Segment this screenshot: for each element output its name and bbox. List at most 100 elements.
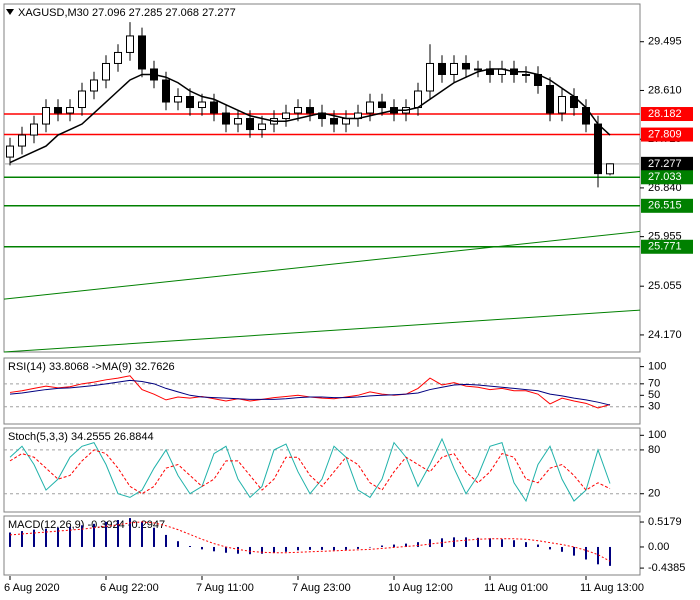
- candle-body: [42, 107, 50, 125]
- y-tick-label: -0.4385: [648, 562, 685, 574]
- histogram-bar: [69, 526, 71, 547]
- histogram-bar: [81, 525, 83, 547]
- histogram-bar: [273, 546, 275, 553]
- indicator-line: [9, 379, 611, 406]
- y-tick-label: 80: [648, 444, 660, 456]
- candle-body: [522, 73, 530, 76]
- histogram-bar: [105, 521, 107, 547]
- histogram-bar: [261, 546, 263, 554]
- histogram-bar: [573, 546, 575, 556]
- price-box-label: 25.771: [648, 241, 682, 253]
- candle-body: [234, 118, 242, 125]
- histogram-bar: [225, 546, 227, 553]
- candle-body: [114, 51, 122, 64]
- histogram-bar: [597, 546, 599, 565]
- y-tick-label: 26.840: [648, 182, 682, 194]
- histogram-bar: [537, 544, 539, 547]
- histogram-bar: [333, 546, 335, 551]
- candle-body: [474, 68, 482, 71]
- histogram-bar: [57, 527, 59, 547]
- candle-body: [450, 62, 458, 75]
- histogram-bar: [489, 538, 491, 547]
- candle-body: [246, 118, 254, 131]
- panel-title: XAGUSD,M30 27.096 27.285 27.068 27.277: [18, 7, 236, 19]
- y-tick-label: 28.610: [648, 84, 682, 96]
- panel-frame: [3, 515, 641, 576]
- panel-frame: [3, 357, 641, 425]
- candle-body: [90, 79, 98, 92]
- y-tick-label: 70: [648, 378, 660, 390]
- candle-body: [102, 62, 110, 81]
- candle-body: [174, 96, 182, 103]
- histogram-bar: [237, 546, 239, 554]
- candle-body: [78, 90, 86, 109]
- histogram-bar: [285, 546, 287, 552]
- panel-title: MACD(12,26,9) -0.3924 -0.2947: [8, 519, 165, 531]
- histogram-bar: [585, 546, 587, 560]
- candle-body: [66, 107, 74, 114]
- trend-line: [3, 230, 641, 300]
- x-tick-label: 6 Aug 22:00: [100, 582, 159, 594]
- histogram-bar: [45, 528, 47, 547]
- indicator-line: [9, 437, 611, 503]
- candle-body: [126, 35, 134, 53]
- y-tick-label: 30: [648, 401, 660, 413]
- signal-line: [9, 521, 611, 562]
- x-tick-label: 6 Aug 2020: [4, 582, 60, 594]
- candle-body: [462, 62, 470, 70]
- histogram-bar: [213, 546, 215, 552]
- histogram-bar: [129, 518, 131, 547]
- histogram-bar: [429, 539, 431, 547]
- candle-body: [438, 62, 446, 75]
- panel-title: Stoch(5,3,3) 34.2555 26.8844: [8, 431, 154, 443]
- histogram-bar: [417, 542, 419, 547]
- ma-line: [9, 68, 611, 164]
- histogram-bar: [357, 546, 359, 549]
- x-tick-label: 11 Aug 13:00: [580, 582, 644, 594]
- price-box-label: 27.033: [648, 171, 682, 183]
- y-tick-label: 25.055: [648, 280, 682, 292]
- price-box: [641, 107, 693, 122]
- histogram-bar: [477, 537, 479, 547]
- histogram-bar: [21, 531, 23, 547]
- histogram-bar: [393, 544, 395, 547]
- price-box-label: 27.277: [648, 158, 682, 170]
- histogram-bar: [309, 546, 311, 550]
- histogram-bar: [165, 534, 167, 547]
- y-tick-label: 0.5179: [648, 516, 682, 528]
- candle-body: [558, 96, 566, 114]
- y-tick-label: 29.495: [648, 36, 682, 48]
- histogram-bar: [321, 546, 323, 550]
- price-box: [641, 127, 693, 142]
- x-tick-label: 7 Aug 11:00: [196, 582, 254, 594]
- price-box: [641, 239, 693, 254]
- histogram-bar: [201, 546, 203, 550]
- histogram-bar: [609, 546, 611, 566]
- candle-body: [6, 145, 14, 158]
- histogram-bar: [249, 546, 251, 555]
- panel-frame: [3, 427, 641, 513]
- histogram-bar: [549, 546, 551, 550]
- histogram-bar: [345, 546, 347, 550]
- candle-body: [606, 163, 614, 175]
- histogram-bar: [381, 545, 383, 547]
- symbol-icon: [6, 9, 14, 15]
- x-tick-label: 7 Aug 23:00: [292, 582, 351, 594]
- candle-body: [162, 79, 170, 103]
- trend-line: [3, 309, 641, 353]
- candle-body: [198, 101, 206, 109]
- candle-body: [330, 118, 338, 125]
- candle-body: [30, 123, 38, 136]
- histogram-bar: [297, 546, 299, 551]
- histogram-bar: [141, 521, 143, 547]
- candle-body: [222, 112, 230, 125]
- candle-body: [18, 134, 26, 147]
- candle-body: [138, 35, 146, 70]
- histogram-bar: [501, 539, 503, 547]
- candle-body: [594, 123, 602, 175]
- candle-body: [282, 112, 290, 120]
- y-tick-label: 100: [648, 361, 666, 373]
- indicator-line: [9, 449, 611, 495]
- candle-body: [366, 101, 374, 114]
